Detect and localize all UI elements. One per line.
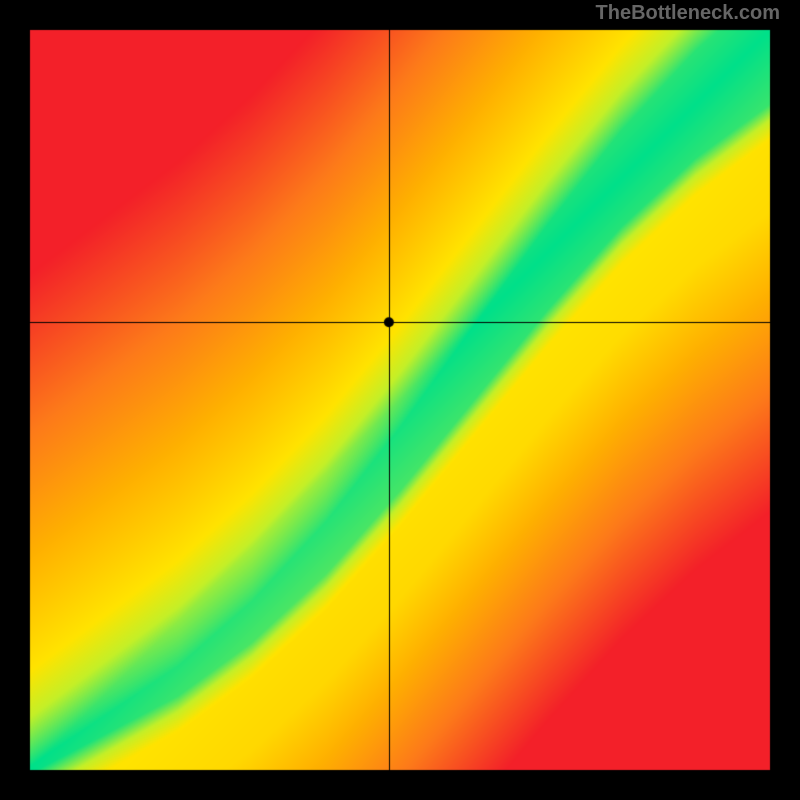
bottleneck-heatmap	[0, 0, 800, 800]
watermark-text: TheBottleneck.com	[596, 2, 780, 25]
chart-container: TheBottleneck.com	[0, 0, 800, 800]
